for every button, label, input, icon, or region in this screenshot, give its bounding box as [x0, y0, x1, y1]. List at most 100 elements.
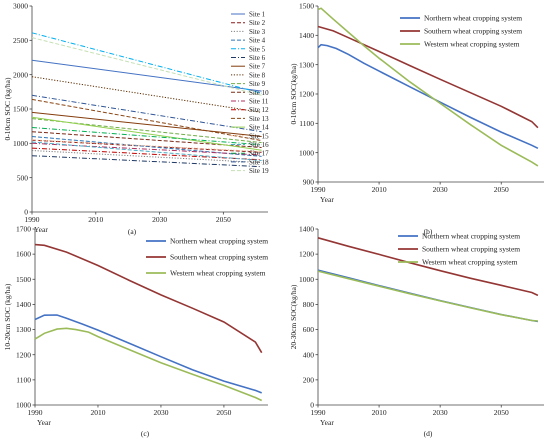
- legend-label: Site 9: [249, 80, 266, 88]
- y-tick-label: 1000: [16, 401, 31, 410]
- series-line-5: [31, 32, 262, 94]
- y-tick-label: 1500: [299, 2, 314, 11]
- legend-label: Site 8: [249, 71, 266, 79]
- legend-label: Site 2: [249, 19, 266, 27]
- series-line-6: [31, 155, 262, 168]
- chart-panel-1: 0 500 1000 1500 2000 2500 3000 1990 2010 2030 2050…: [3, 2, 269, 236]
- series-line-3: [317, 270, 538, 322]
- x-tick-label: 2010: [90, 408, 105, 417]
- panel-label: (a): [128, 227, 137, 236]
- x-axis-title: Year: [320, 195, 334, 204]
- chart-panel-3: 1000 1100 1200 1300 1400 1500 1600 1700 1990 2010…: [3, 225, 268, 438]
- legend-label: Western wheat cropping system: [424, 40, 520, 49]
- legend-label: Site 7: [249, 63, 266, 71]
- legend-label: Southern wheat cropping system: [424, 27, 522, 36]
- x-tick-label: 2050: [216, 215, 231, 224]
- x-tick-label: 2010: [372, 185, 387, 194]
- x-tick-label: 2010: [372, 408, 387, 417]
- legend-label: Western wheat cropping system: [422, 258, 518, 267]
- series-line-18: [31, 94, 262, 133]
- series-line-3: [34, 327, 263, 402]
- y-tick-label: 0: [24, 208, 28, 217]
- y-tick-label: 1500: [13, 105, 28, 114]
- legend-label: Northern wheat cropping system: [170, 237, 268, 246]
- legend-label: Site 11: [249, 98, 269, 106]
- legend: Northern wheat cropping system Southern w…: [398, 232, 520, 267]
- x-tick-label: 2050: [494, 185, 509, 194]
- x-tick-label: 1990: [311, 185, 326, 194]
- y-tick-label: 1100: [16, 375, 31, 384]
- series-line-3: [317, 7, 539, 167]
- panel-label: (c): [141, 429, 150, 438]
- x-tick-label: 1990: [28, 408, 43, 417]
- series-line-7: [31, 111, 262, 137]
- y-tick-label: 1000: [13, 139, 28, 148]
- x-tick-label: 2030: [152, 215, 167, 224]
- series-line-19: [31, 37, 262, 96]
- y-tick-label: 1200: [16, 350, 31, 359]
- y-axis-title: 0-10cm SOC (kg/ha): [3, 77, 12, 140]
- series-line-1: [317, 43, 539, 150]
- y-tick-label: 600: [303, 325, 315, 334]
- legend-label: Site 10: [249, 89, 269, 97]
- series-line-14: [31, 116, 262, 151]
- y-tick-label: 1000: [299, 275, 314, 284]
- series-line-17: [31, 127, 262, 146]
- y-tick-label: 2000: [13, 70, 28, 79]
- x-tick-label: 2030: [433, 185, 448, 194]
- series-line-16: [31, 141, 262, 161]
- y-axis-title: 10-20cm SOC (kg/ha): [3, 283, 12, 350]
- y-tick-label: 1100: [299, 119, 314, 128]
- x-tick-label: 2010: [88, 215, 103, 224]
- legend-label: Site 14: [249, 124, 269, 132]
- legend: Northern wheat cropping system Southern w…: [400, 14, 522, 49]
- legend-label: Site 17: [249, 150, 269, 158]
- y-tick-label: 900: [303, 178, 315, 187]
- chart-panel-2: 900 1000 1100 1200 1300 1400 1500 1990 2010 2030 2…: [289, 2, 544, 236]
- y-tick-label: 1200: [299, 90, 314, 99]
- legend-label: Site 6: [249, 54, 266, 62]
- panel-label: (d): [424, 429, 433, 438]
- y-axis-title: 20-30cm SOC(kg/ha): [289, 284, 298, 349]
- legend-label: Southern wheat cropping system: [170, 253, 268, 262]
- x-tick-label: 2050: [216, 408, 231, 417]
- y-tick-label: 1500: [16, 275, 31, 284]
- x-tick-label: 1990: [25, 215, 40, 224]
- legend-label: Western wheat cropping system: [170, 269, 266, 278]
- legend: Northern wheat cropping system Southern w…: [146, 237, 268, 278]
- series-line-13: [31, 98, 262, 142]
- legend-label: Northern wheat cropping system: [424, 14, 522, 23]
- panel-label: (b): [424, 227, 433, 236]
- series-line-2: [317, 237, 539, 297]
- y-tick-label: 1700: [16, 225, 31, 234]
- series-line-8: [31, 76, 262, 113]
- series-line-1: [34, 314, 262, 394]
- x-tick-label: 2030: [433, 408, 448, 417]
- x-axis-title: Year: [34, 225, 48, 234]
- x-axis-title: Year: [320, 418, 334, 427]
- legend-label: Site 19: [249, 167, 269, 175]
- series-line-2: [34, 243, 263, 354]
- x-tick-label: 2030: [153, 408, 168, 417]
- legend-label: Site 3: [249, 28, 266, 36]
- legend-label: Site 18: [249, 158, 269, 166]
- y-tick-label: 400: [303, 350, 315, 359]
- y-axis-title: 0-10cm SOC(kg/ha): [289, 63, 298, 125]
- y-tick-label: 1300: [16, 325, 31, 334]
- y-tick-label: 1400: [299, 225, 314, 234]
- series-line-2: [317, 25, 539, 129]
- y-tick-label: 0: [310, 401, 314, 410]
- y-tick-label: 1300: [299, 60, 314, 69]
- x-axis-title: Year: [37, 418, 51, 427]
- legend-label: Site 16: [249, 141, 269, 149]
- x-tick-label: 2050: [494, 408, 509, 417]
- x-tick-label: 1990: [311, 408, 326, 417]
- y-tick-label: 500: [17, 173, 29, 182]
- legend-label: Site 12: [249, 106, 269, 114]
- y-tick-label: 200: [303, 375, 315, 384]
- series-line-11: [31, 142, 262, 156]
- series-line-1: [31, 59, 262, 92]
- legend-label: Site 4: [249, 37, 266, 45]
- chart-panel-4: 0 200 400 600 800 1000 1200 1400 1990 2010 2030 205…: [289, 225, 544, 438]
